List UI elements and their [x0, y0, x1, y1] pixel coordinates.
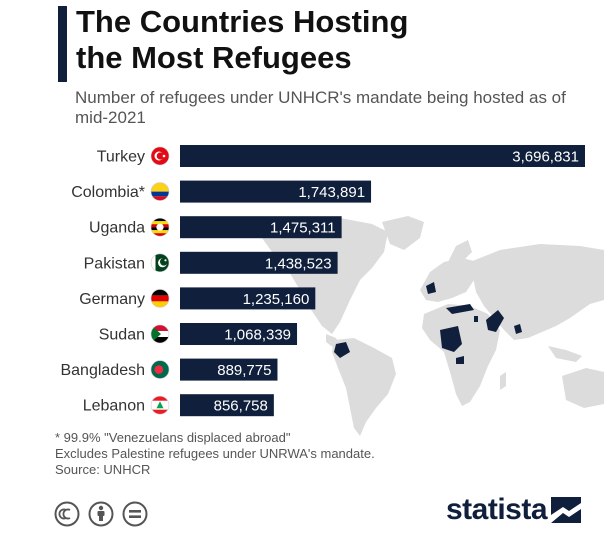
bangladesh-flag-icon: [150, 360, 170, 379]
map-sudan: [440, 326, 462, 352]
value-label: 889,775: [217, 362, 271, 379]
statista-logo-mark: [551, 497, 582, 523]
turkey-flag-icon: [150, 146, 170, 166]
category-label: Turkey: [97, 149, 145, 166]
value-label: 856,758: [214, 398, 268, 415]
map-germany: [426, 282, 436, 294]
value-label: 1,475,311: [270, 220, 336, 237]
title-line-2: the Most Refugees: [76, 40, 352, 75]
statista-logo[interactable]: statista: [446, 493, 582, 527]
world-map-background: [262, 216, 604, 436]
value-label: 3,696,831: [512, 149, 579, 166]
value-label: 1,438,523: [265, 255, 332, 272]
map-uganda: [456, 356, 464, 364]
attribution-icon[interactable]: [88, 501, 114, 527]
category-label: Colombia*: [71, 184, 145, 201]
bar-colombia: [180, 180, 372, 203]
map-colombia: [334, 342, 350, 358]
uganda-flag-icon: [150, 217, 170, 237]
statista-logo-text: statista: [446, 493, 548, 526]
bar-lebanon: [180, 394, 274, 417]
category-label: Bangladesh: [60, 362, 145, 379]
chart-title: The Countries Hosting the Most Refugees: [76, 4, 408, 76]
category-label: Lebanon: [83, 398, 145, 415]
value-label: 1,743,891: [298, 184, 365, 201]
highlighted-countries: [334, 282, 522, 364]
category-label: Germany: [79, 291, 145, 308]
category-label: Pakistan: [84, 255, 145, 272]
value-label: 1,235,160: [243, 291, 310, 308]
bar-pakistan: [180, 251, 338, 274]
colombia-flag-icon: [150, 182, 170, 201]
footnote-palestine: Excludes Palestine refugees under UNRWA'…: [55, 446, 375, 461]
lebanon-flag-icon: [150, 395, 170, 415]
pakistan-flag-icon: [150, 253, 170, 273]
license-icons: [54, 501, 148, 527]
bar-germany: [180, 287, 316, 310]
no-derivatives-icon[interactable]: [122, 501, 148, 527]
category-label: Sudan: [99, 327, 145, 344]
bar-uganda: [180, 216, 342, 239]
chart-notes: * 99.9% "Venezuelans displaced abroad" E…: [55, 430, 375, 478]
creative-commons-icon[interactable]: [54, 501, 80, 527]
source-note: Source: UNHCR: [55, 462, 151, 477]
map-pakistan: [486, 310, 504, 332]
title-line-1: The Countries Hosting: [76, 4, 409, 39]
sudan-flag-icon: [150, 324, 170, 344]
map-lebanon: [474, 316, 478, 322]
category-label: Uganda: [89, 220, 145, 237]
bar-bangladesh: [180, 358, 278, 381]
footnote-venezuelans: * 99.9% "Venezuelans displaced abroad": [55, 430, 291, 445]
bar-turkey: [180, 145, 585, 167]
germany-flag-icon: [150, 289, 170, 308]
value-label: 1,068,339: [224, 327, 291, 344]
bar-sudan: [180, 323, 298, 345]
map-turkey: [446, 304, 474, 314]
chart-subtitle: Number of refugees under UNHCR's mandate…: [75, 88, 566, 127]
title-accent-bar: [58, 6, 67, 82]
map-bangladesh: [514, 324, 522, 334]
